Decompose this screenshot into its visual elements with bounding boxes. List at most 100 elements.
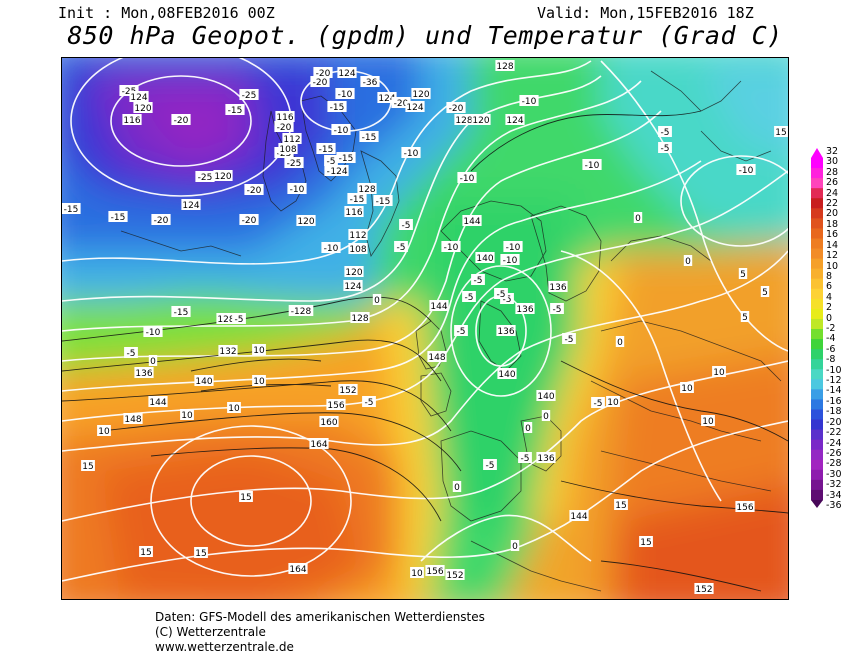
contour-label: -10 xyxy=(500,254,520,266)
contour-label-text: 112 xyxy=(349,231,366,241)
legend-label: -18 xyxy=(826,406,842,418)
contour-label-text: -10 xyxy=(334,126,349,136)
contour-label-text: 0 xyxy=(525,424,531,434)
contour-label: -5 xyxy=(362,396,376,408)
legend-top-arrow xyxy=(811,148,823,158)
contour-label-text: 124 xyxy=(182,201,199,211)
contour-label-text: 124 xyxy=(406,103,423,113)
contour-label-bg xyxy=(497,368,517,379)
contour-label: 140 xyxy=(497,368,517,380)
contour-label-text: -5 xyxy=(474,276,483,286)
contour-label-bg xyxy=(536,452,556,463)
contour-label-text: 128 xyxy=(217,315,234,325)
contour-label: 116 xyxy=(275,111,295,123)
contour-label-bg xyxy=(362,396,376,407)
legend-colorbar xyxy=(811,148,823,508)
legend-label: 22 xyxy=(826,198,839,210)
legend-label: 4 xyxy=(826,291,833,303)
contour-label-text: -25 xyxy=(242,91,257,101)
contour-label-bg xyxy=(462,291,476,302)
footer-website-link[interactable]: www.wetterzentrale.de xyxy=(155,640,294,654)
contour-label: 124 xyxy=(181,199,201,211)
contour-label-text: -15 xyxy=(350,195,365,205)
contour-label-bg xyxy=(410,567,424,578)
legend-label: 8 xyxy=(826,270,833,282)
contour-label-bg xyxy=(582,159,602,170)
contour-label-bg xyxy=(377,92,397,103)
contour-label-bg xyxy=(694,583,714,594)
contour-label-text: 15 xyxy=(195,549,206,559)
contour-label-bg xyxy=(316,143,336,154)
contour-label-bg xyxy=(495,60,515,71)
contour-label: 148 xyxy=(427,351,447,363)
contour-label: -5 xyxy=(471,274,485,286)
contour-label-bg xyxy=(639,536,653,547)
contour-label: 140 xyxy=(536,390,556,402)
contour-label-text: -20 xyxy=(449,104,464,114)
contour-label-text: 144 xyxy=(570,512,587,522)
contour-label-bg xyxy=(518,452,532,463)
contour-label-bg xyxy=(129,91,149,102)
contour-label-text: -5 xyxy=(497,290,506,300)
contour-label-bg xyxy=(227,402,241,413)
contour-label-bg xyxy=(282,133,302,144)
contour-label-text: 15 xyxy=(775,128,786,138)
legend-label: 6 xyxy=(826,281,833,293)
contour-label-text: -10 xyxy=(739,166,754,176)
contour-label: 15 xyxy=(639,536,653,548)
contour-label: -25 xyxy=(195,171,215,183)
contour-label-text: -36 xyxy=(363,78,378,88)
contour-label-text: 116 xyxy=(276,113,293,123)
contour-label: 10 xyxy=(680,382,694,394)
contour-label: -5 xyxy=(658,126,672,138)
contour-label: 124 xyxy=(377,92,397,104)
contour-label-bg xyxy=(658,142,672,153)
contour-label: 112 xyxy=(348,229,368,241)
contour-label: -10 xyxy=(321,242,341,254)
contour-label: 120 xyxy=(296,215,316,227)
contour-label: 0 xyxy=(510,540,520,552)
contour-label: 132 xyxy=(218,345,238,357)
contour-label-bg xyxy=(133,102,153,113)
contour-label-bg xyxy=(394,241,408,252)
contour-label: -20 xyxy=(313,67,333,79)
legend-swatch xyxy=(811,359,823,370)
contour-label-text: -5 xyxy=(503,295,512,305)
contour-label: 10 xyxy=(97,425,111,437)
contour-label: 136 xyxy=(548,281,568,293)
contour-label-text: 136 xyxy=(537,454,554,464)
contour-label-bg xyxy=(252,344,266,355)
legend-swatch xyxy=(811,218,823,229)
contour-label: -15 xyxy=(316,143,336,155)
contour-label-bg xyxy=(62,203,81,214)
contour-label: 128 xyxy=(357,183,377,195)
contour-label: 152 xyxy=(445,569,465,581)
contour-label: 120 xyxy=(133,102,153,114)
init-time-label: Init : Mon,08FEB2016 00Z xyxy=(58,4,275,22)
contour-label-text: 0 xyxy=(512,542,518,552)
contour-label-text: 0 xyxy=(685,257,691,267)
contour-label: 0 xyxy=(372,294,382,306)
contour-label: -10 xyxy=(401,147,421,159)
contour-label-text: -5 xyxy=(661,144,670,154)
contour-label-text: -5 xyxy=(565,335,574,345)
contour-label: -10 xyxy=(287,183,307,195)
map-title: 850 hPa Geopot. (gpdm) und Temperatur (G… xyxy=(67,21,783,50)
contour-label-text: 124 xyxy=(130,93,147,103)
weather-map: -25124120116-20-15-25116-20112-25-25108-… xyxy=(61,57,789,600)
legend-label: -4 xyxy=(826,333,836,345)
contour-label: 15 xyxy=(81,460,95,472)
legend-label: -32 xyxy=(826,479,842,491)
contour-label-text: -5 xyxy=(235,315,244,325)
contour-label: -5 xyxy=(124,347,138,359)
contour-label-text: 10 xyxy=(253,377,265,387)
contour-label-text: 128 xyxy=(351,314,368,324)
contour-label-bg xyxy=(81,460,95,471)
legend-label: 24 xyxy=(826,187,839,199)
contour-label-bg xyxy=(139,546,153,557)
contour-label: 152 xyxy=(338,384,358,396)
contour-label: -5 xyxy=(232,313,246,325)
contour-label: -15 xyxy=(336,152,356,164)
contour-label: 10 xyxy=(701,415,715,427)
contour-label: 136 xyxy=(496,325,516,337)
